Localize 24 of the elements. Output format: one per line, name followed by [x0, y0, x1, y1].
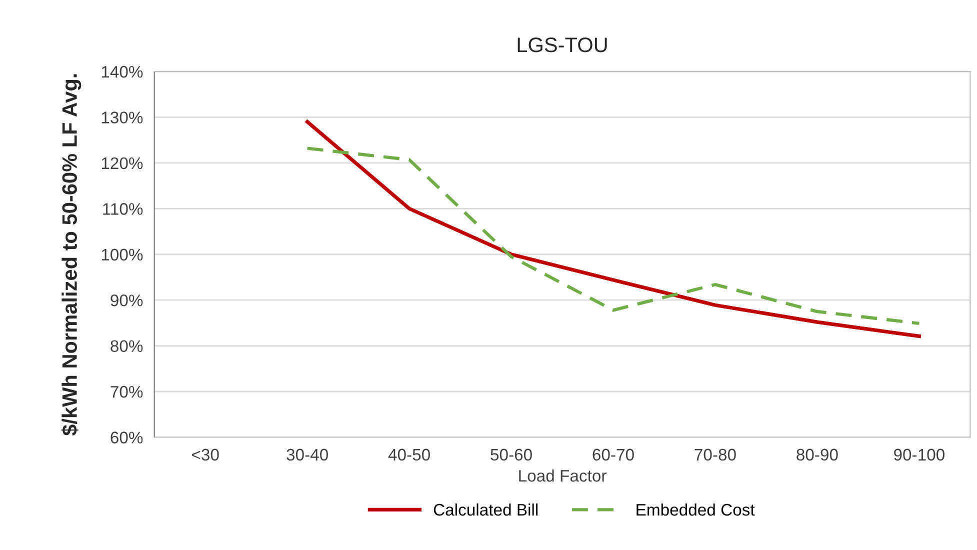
line-series	[306, 146, 921, 326]
line-series	[306, 120, 921, 338]
chart-title: LGS-TOU	[518, 38, 607, 52]
x-tick-label: 70-80	[694, 448, 736, 461]
x-tick-label: <30	[192, 448, 219, 461]
legend-label: Calculated Bill	[434, 503, 538, 516]
x-tick-label: 40-50	[388, 448, 430, 461]
x-tick-label: 60-70	[592, 448, 634, 461]
y-tick-label: 110%	[103, 203, 143, 215]
x-tick-label: 50-60	[490, 448, 532, 461]
y-tick-label: 60%	[110, 432, 143, 444]
y-tick-label: 130%	[102, 112, 143, 124]
x-tick-label: 30-40	[286, 448, 328, 461]
y-tick-label: 100%	[102, 248, 143, 261]
y-tick-label: 120%	[102, 157, 143, 170]
legend-label: Embedded Cost	[636, 503, 755, 516]
x-tick-label: 90-100	[894, 448, 944, 461]
y-axis-title: $/kWh Normalized to 50-60% LF Avg.	[61, 74, 82, 436]
x-tick-label: 80-90	[796, 448, 838, 461]
y-tick-label: 140%	[102, 66, 143, 78]
y-tick-label: 90%	[110, 294, 143, 306]
y-tick-label: 70%	[110, 386, 143, 398]
x-axis-title: Load Factor	[519, 469, 606, 482]
y-tick-label: 80%	[110, 340, 143, 352]
